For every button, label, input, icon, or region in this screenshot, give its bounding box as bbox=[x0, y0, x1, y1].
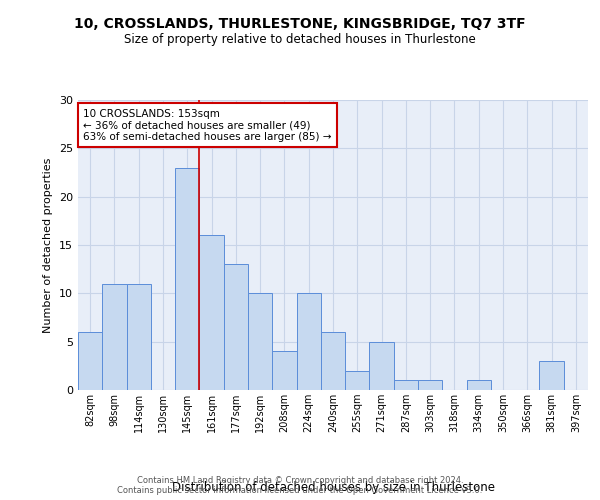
Bar bbox=[394, 380, 418, 390]
Bar bbox=[345, 370, 370, 390]
Bar bbox=[199, 236, 224, 390]
Bar bbox=[296, 294, 321, 390]
Bar bbox=[370, 342, 394, 390]
Bar bbox=[272, 352, 296, 390]
Bar bbox=[102, 284, 127, 390]
Text: Contains HM Land Registry data © Crown copyright and database right 2024.
Contai: Contains HM Land Registry data © Crown c… bbox=[118, 476, 482, 495]
Bar bbox=[175, 168, 199, 390]
Bar bbox=[78, 332, 102, 390]
Bar bbox=[248, 294, 272, 390]
Bar bbox=[127, 284, 151, 390]
Text: 10 CROSSLANDS: 153sqm
← 36% of detached houses are smaller (49)
63% of semi-deta: 10 CROSSLANDS: 153sqm ← 36% of detached … bbox=[83, 108, 332, 142]
Bar bbox=[539, 361, 564, 390]
Y-axis label: Number of detached properties: Number of detached properties bbox=[43, 158, 53, 332]
Bar bbox=[418, 380, 442, 390]
Bar bbox=[224, 264, 248, 390]
Bar bbox=[321, 332, 345, 390]
Text: 10, CROSSLANDS, THURLESTONE, KINGSBRIDGE, TQ7 3TF: 10, CROSSLANDS, THURLESTONE, KINGSBRIDGE… bbox=[74, 18, 526, 32]
Bar bbox=[467, 380, 491, 390]
X-axis label: Distribution of detached houses by size in Thurlestone: Distribution of detached houses by size … bbox=[172, 481, 494, 494]
Text: Size of property relative to detached houses in Thurlestone: Size of property relative to detached ho… bbox=[124, 32, 476, 46]
